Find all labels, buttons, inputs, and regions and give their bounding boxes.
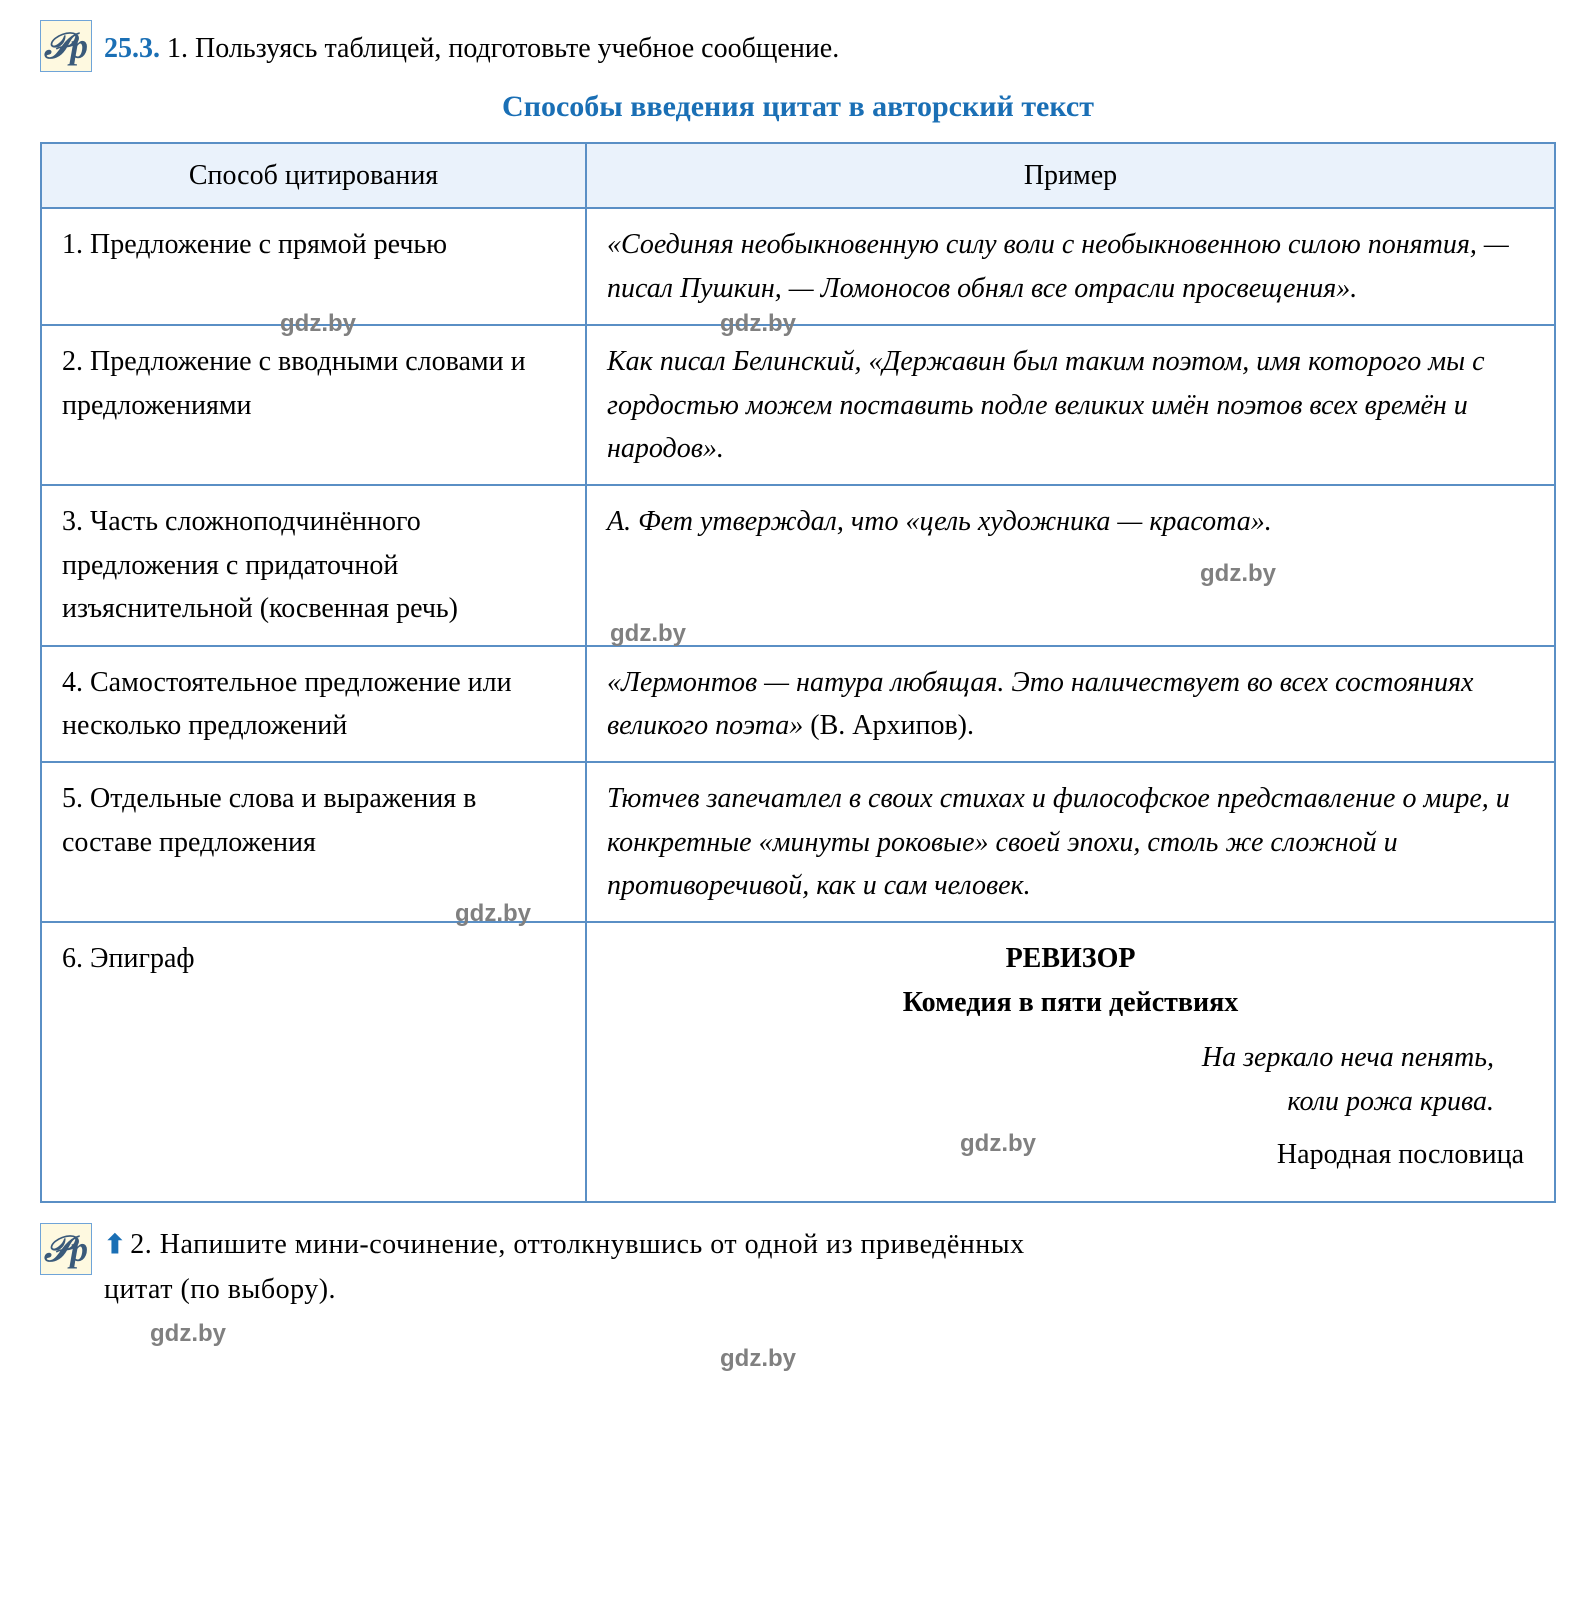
header-method: Способ цитирования bbox=[41, 143, 586, 208]
table-title: Способы введения цитат в авторский текст bbox=[40, 90, 1556, 124]
footer-prefix: 2. bbox=[130, 1229, 152, 1260]
example-cell: «Соединяя необыкновенную силу воли с нео… bbox=[586, 208, 1555, 325]
task-instruction: 25.3. 1. Пользуясь таблицей, подготовьте… bbox=[104, 20, 839, 70]
table-header-row: Способ цитирования Пример bbox=[41, 143, 1555, 208]
table-row: 1. Предложение с прямой речью «Соединяя … bbox=[41, 208, 1555, 325]
epigraph-subtitle: Комедия в пяти действиях bbox=[607, 981, 1534, 1024]
example-italic: «цель художника — красота». bbox=[905, 506, 1271, 537]
example-italic: «Лермонтов — натура любящая. Это наличес… bbox=[607, 667, 1473, 741]
example-plain: (В. Архипов). bbox=[803, 710, 974, 741]
footer-text-1: Напишите мини-сочинение, оттолкнувшись о… bbox=[160, 1229, 1025, 1260]
table-row: 4. Самостоятельное предложение или неско… bbox=[41, 646, 1555, 763]
footer-instruction: ⬆2. Напишите мини-сочинение, оттолкнувши… bbox=[104, 1223, 1025, 1313]
method-cell: 6. Эпиграф bbox=[41, 922, 586, 1202]
table-row: 3. Часть сложноподчинённого предложения … bbox=[41, 485, 1555, 645]
pp-icon-box-footer: 𝒫р bbox=[40, 1223, 92, 1275]
watermark: gdz.by bbox=[150, 1320, 226, 1348]
task-text-content: Пользуясь таблицей, подготовьте учебное … bbox=[195, 33, 839, 64]
method-text: 6. Эпиграф bbox=[62, 937, 565, 980]
method-cell: 4. Самостоятельное предложение или неско… bbox=[41, 646, 586, 763]
example-prefix: Как писал Белинский, bbox=[607, 346, 868, 377]
example-italic: «Соединяя необыкновенную силу воли с нео… bbox=[607, 229, 1509, 303]
epigraph-line2: коли рожа крива. bbox=[1287, 1086, 1494, 1117]
epigraph-verse: На зеркало неча пенять, коли рожа крива. bbox=[607, 1036, 1534, 1123]
example-italic: Тютчев запечатлел в своих стихах и филос… bbox=[607, 783, 1510, 901]
method-cell: 1. Предложение с прямой речью bbox=[41, 208, 586, 325]
example-cell: А. Фет утверждал, что «цель художника — … bbox=[586, 485, 1555, 645]
pp-icon: 𝒫р bbox=[44, 1228, 88, 1271]
arrow-up-icon: ⬆ bbox=[104, 1230, 126, 1259]
watermark: gdz.by bbox=[720, 1345, 796, 1373]
table-row: 6. Эпиграф РЕВИЗОР Комедия в пяти действ… bbox=[41, 922, 1555, 1202]
example-cell-epigraph: РЕВИЗОР Комедия в пяти действиях На зерк… bbox=[586, 922, 1555, 1202]
table-row: 5. Отдельные слова и выражения в составе… bbox=[41, 762, 1555, 922]
task-header: 𝒫р 25.3. 1. Пользуясь таблицей, подготов… bbox=[40, 20, 1556, 72]
epigraph-source: Народная пословица bbox=[607, 1133, 1534, 1176]
citation-methods-table: Способ цитирования Пример 1. Предложение… bbox=[40, 142, 1556, 1203]
task-number: 25.3. bbox=[104, 33, 160, 64]
footer-text-2: цитат (по выбору). bbox=[104, 1274, 336, 1305]
footer-task: 𝒫р ⬆2. Напишите мини-сочинение, оттолкну… bbox=[40, 1223, 1556, 1313]
method-cell: 2. Предложение с вводными словами и пред… bbox=[41, 325, 586, 485]
pp-icon: 𝒫р bbox=[44, 25, 88, 68]
task-prefix: 1. bbox=[167, 33, 188, 64]
epigraph-line1: На зеркало неча пенять, bbox=[1202, 1042, 1494, 1073]
method-cell: 3. Часть сложноподчинённого предложения … bbox=[41, 485, 586, 645]
pp-icon-box: 𝒫р bbox=[40, 20, 92, 72]
example-cell: Как писал Белинский, «Державин был таким… bbox=[586, 325, 1555, 485]
example-prefix: А. Фет утверждал, что bbox=[607, 506, 905, 537]
epigraph-title: РЕВИЗОР bbox=[607, 937, 1534, 980]
header-example: Пример bbox=[586, 143, 1555, 208]
example-cell: «Лермонтов — натура любящая. Это наличес… bbox=[586, 646, 1555, 763]
example-cell: Тютчев запечатлел в своих стихах и филос… bbox=[586, 762, 1555, 922]
method-cell: 5. Отдельные слова и выражения в составе… bbox=[41, 762, 586, 922]
table-row: 2. Предложение с вводными словами и пред… bbox=[41, 325, 1555, 485]
